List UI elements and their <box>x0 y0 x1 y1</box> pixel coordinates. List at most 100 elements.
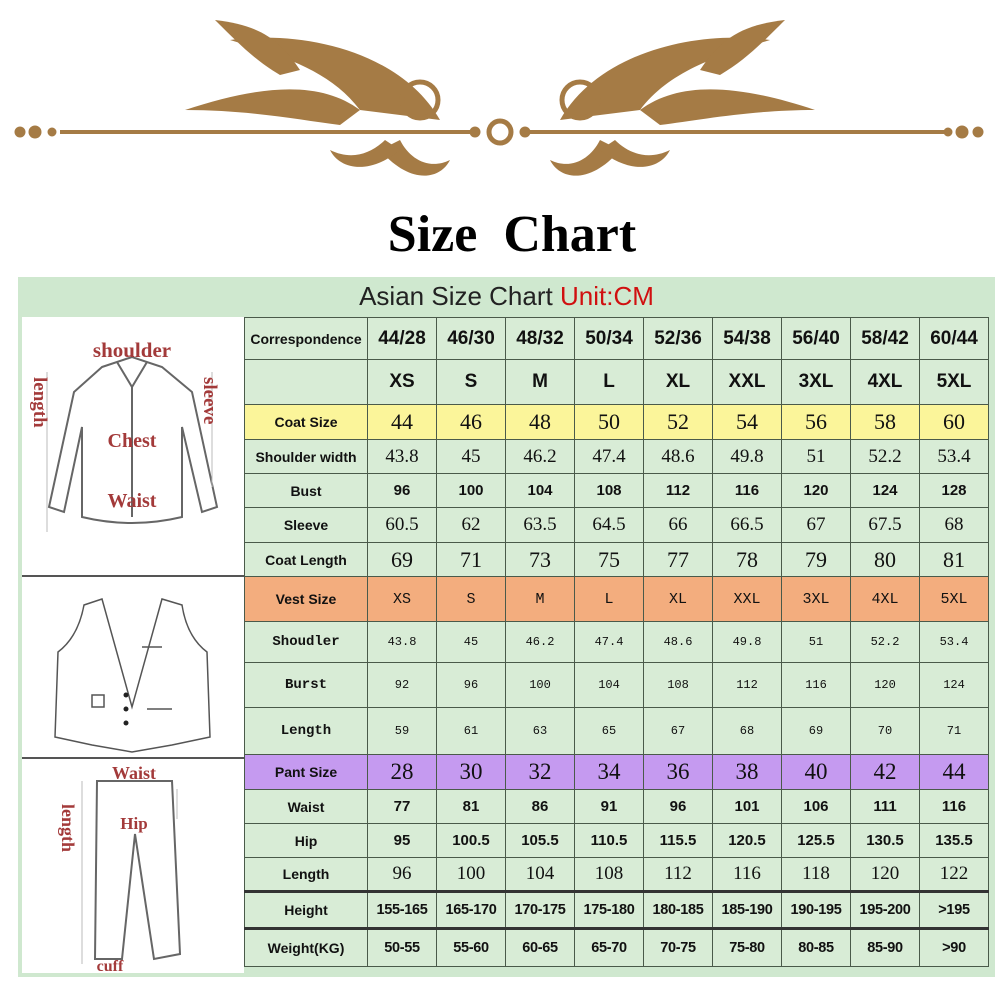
table-cell: 73 <box>505 542 575 577</box>
table-cell: 71 <box>919 707 989 755</box>
table-cell: M <box>505 359 575 405</box>
table-cell: 52 <box>643 404 713 440</box>
table-cell: 53.4 <box>919 621 989 663</box>
table-cell: 122 <box>919 857 989 892</box>
table-row: Pant Size 28 30 32 34 36 38 40 42 44 <box>244 754 989 790</box>
table-cell: 50 <box>574 404 644 440</box>
row-label <box>244 359 368 405</box>
table-cell: XS <box>367 576 437 622</box>
table-cell: 44/28 <box>367 317 437 360</box>
table-cell: 50-55 <box>367 927 437 967</box>
vest-diagram <box>22 577 244 759</box>
table-cell: 50/34 <box>574 317 644 360</box>
table-cell: 63.5 <box>505 507 575 543</box>
page-title: Size Chart <box>387 206 637 263</box>
table-cell: 120 <box>850 857 920 892</box>
table-cell: 125.5 <box>781 823 851 858</box>
table-cell: 112 <box>643 473 713 508</box>
table-cell: 112 <box>712 662 782 708</box>
table-cell: 42 <box>850 754 920 790</box>
table-cell: 46/30 <box>436 317 506 360</box>
table-cell: >90 <box>919 927 989 967</box>
label-chest: Chest <box>108 430 157 452</box>
table-cell: 3XL <box>781 576 851 622</box>
table-row: Height 155-165 165-170 170-175 175-180 180-18… <box>244 890 989 929</box>
unit-label: Unit:CM <box>559 281 654 311</box>
table-cell: XL <box>643 359 713 405</box>
table-row: Weight(KG) 50-55 55-60 60-65 65-70 70-75 75-80… <box>244 927 989 967</box>
table-cell: S <box>436 359 506 405</box>
table-cell: XXL <box>712 359 782 405</box>
table-cell: 32 <box>505 754 575 790</box>
table-row: Coat Length 69 71 73 75 77 78 79 80 81 <box>244 542 989 577</box>
table-cell: 47.4 <box>574 439 644 474</box>
table-cell: 96 <box>436 662 506 708</box>
table-row: Sleeve 60.5 62 63.5 64.5 66 66.5 67 67.5 68 <box>244 507 989 543</box>
table-cell: 28 <box>367 754 437 790</box>
table-cell: 67 <box>643 707 713 755</box>
table-cell: 55-60 <box>436 927 506 967</box>
table-cell: 40 <box>781 754 851 790</box>
table-cell: 60 <box>919 404 989 440</box>
table-cell: 61 <box>436 707 506 755</box>
table-cell: 67 <box>781 507 851 543</box>
table-cell: 96 <box>643 789 713 824</box>
table-cell: 111 <box>850 789 920 824</box>
decorative-ornament <box>14 10 984 190</box>
table-cell: >195 <box>919 890 989 929</box>
table-cell: 77 <box>367 789 437 824</box>
table-cell: 4XL <box>850 576 920 622</box>
table-cell: 115.5 <box>643 823 713 858</box>
table-cell: 116 <box>712 473 782 508</box>
table-cell: L <box>574 576 644 622</box>
table-cell: 95 <box>367 823 437 858</box>
table-cell: 128 <box>919 473 989 508</box>
table-cell: 79 <box>781 542 851 577</box>
table-cell: 105.5 <box>505 823 575 858</box>
table-cell: 96 <box>367 473 437 508</box>
table-cell: 58 <box>850 404 920 440</box>
table-cell: 64.5 <box>574 507 644 543</box>
table-cell: 46 <box>436 404 506 440</box>
table-cell: 78 <box>712 542 782 577</box>
row-label: Pant Size <box>244 754 368 790</box>
table-cell: 100 <box>505 662 575 708</box>
table-cell: 60-65 <box>505 927 575 967</box>
table-cell: 108 <box>574 473 644 508</box>
table-cell: 54 <box>712 404 782 440</box>
row-label: Shoulder width <box>244 439 368 474</box>
row-label: Vest Size <box>244 576 368 622</box>
row-label: Hip <box>244 823 368 858</box>
table-cell: 104 <box>505 473 575 508</box>
table-cell: 175-180 <box>574 890 644 929</box>
table-cell: 185-190 <box>712 890 782 929</box>
label-length: length <box>29 377 50 428</box>
table-cell: M <box>505 576 575 622</box>
row-label: Height <box>244 890 368 929</box>
table-cell: 100 <box>436 473 506 508</box>
table-cell: 104 <box>574 662 644 708</box>
label-shoulder: shoulder <box>93 338 171 362</box>
size-table: Correspondence 44/28 46/30 48/32 50/34 52/36 5… <box>244 317 989 967</box>
table-cell: 34 <box>574 754 644 790</box>
table-cell: 58/42 <box>850 317 920 360</box>
table-cell: 44 <box>919 754 989 790</box>
subtitle-text: Asian Size Chart <box>359 281 553 311</box>
table-cell: 66.5 <box>712 507 782 543</box>
table-row: Shoudler 43.8 45 46.2 47.4 48.6 49.8 51 52.2 53.4 <box>244 621 989 663</box>
table-row: Bust 96 100 104 108 112 116 120 124 128 <box>244 473 989 508</box>
label-pant-length: length <box>58 804 78 852</box>
table-cell: 47.4 <box>574 621 644 663</box>
table-cell: 120 <box>781 473 851 508</box>
table-cell: 66 <box>643 507 713 543</box>
table-cell: S <box>436 576 506 622</box>
table-cell: 51 <box>781 439 851 474</box>
table-cell: 3XL <box>781 359 851 405</box>
table-cell: 46.2 <box>505 439 575 474</box>
garment-diagrams: shoulder Chest Waist length sleeve <box>22 317 244 975</box>
table-cell: 46.2 <box>505 621 575 663</box>
table-row: Length 59 61 63 65 67 68 69 70 71 <box>244 707 989 755</box>
table-cell: 70 <box>850 707 920 755</box>
table-cell: XXL <box>712 576 782 622</box>
table-cell: 85-90 <box>850 927 920 967</box>
